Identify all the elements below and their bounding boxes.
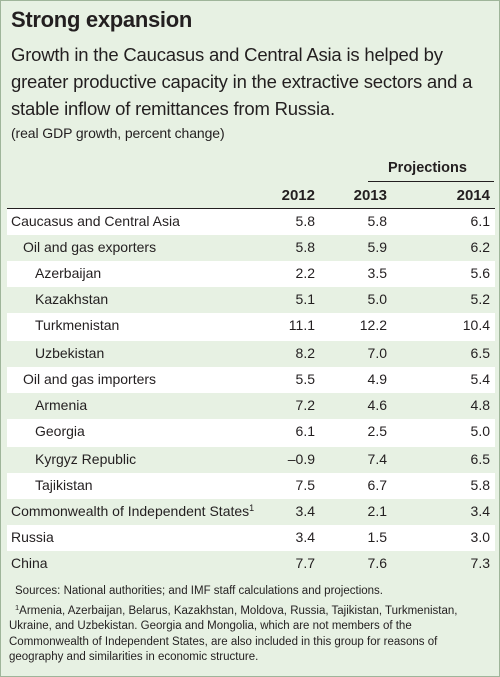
cell-2012: 3.4 [295, 503, 315, 519]
row-label: Kazakhstan [35, 291, 109, 307]
cell-2013: 12.2 [359, 317, 387, 333]
cell-2012: 7.7 [295, 555, 315, 571]
cell-2012: 8.2 [295, 345, 315, 361]
cell-2014: 4.8 [470, 397, 490, 413]
cell-2014: 7.3 [470, 555, 490, 571]
cell-2014: 10.4 [462, 317, 490, 333]
table-row: Oil and gas exporters 5.8 5.9 6.2 [7, 235, 495, 261]
cell-2012: 5.1 [295, 291, 315, 307]
table-row: Tajikistan 7.5 6.7 5.8 [7, 473, 495, 499]
cell-2014: 6.2 [470, 239, 490, 255]
row-label: Azerbaijan [35, 265, 102, 281]
row-label: Commonwealth of Independent States1 [11, 503, 254, 519]
cell-2014: 6.5 [470, 345, 490, 361]
cell-2014: 3.4 [470, 503, 490, 519]
footnote-marker: 1 [249, 503, 255, 513]
table-row: Azerbaijan 2.2 3.5 5.6 [7, 261, 495, 287]
cell-2013: 5.9 [367, 239, 387, 255]
footnote-line: Commonwealth of Independent States, are … [9, 635, 438, 648]
row-label: Tajikistan [35, 477, 93, 493]
row-label: Oil and gas exporters [23, 239, 157, 255]
cell-2012: 3.4 [295, 529, 315, 545]
row-label: Georgia [35, 423, 85, 439]
row-label: Armenia [35, 397, 88, 413]
unit-note: (real GDP growth, percent change) [11, 125, 225, 141]
source-notes: Sources: National authorities; and IMF s… [9, 584, 497, 666]
table-row: Commonwealth of Independent States1 3.4 … [7, 499, 495, 525]
cell-2013: 7.6 [367, 555, 387, 571]
exhibit-title: Strong expansion [11, 7, 192, 32]
sources-line: Sources: National authorities; and IMF s… [15, 585, 383, 597]
cell-2013: 7.0 [367, 345, 387, 361]
cell-2013: 4.6 [367, 397, 387, 413]
cell-2013: 5.8 [367, 213, 387, 229]
cell-2014: 6.5 [470, 451, 490, 467]
cell-2012: 11.1 [288, 317, 315, 333]
cell-2013: 6.7 [367, 477, 387, 493]
cell-2014: 5.8 [470, 477, 490, 493]
table-row: Russia 3.4 1.5 3.0 [7, 525, 495, 551]
table-row: Caucasus and Central Asia 5.8 5.8 6.1 [7, 209, 495, 235]
row-label: China [11, 555, 48, 571]
projections-underline [368, 181, 494, 182]
row-label: Uzbekistan [35, 345, 105, 361]
cell-2012: 5.8 [295, 213, 315, 229]
table-row: Oil and gas importers 5.5 4.9 5.4 [7, 367, 495, 393]
table-row: Armenia 7.2 4.6 4.8 [7, 393, 495, 419]
cell-2012: 2.2 [295, 265, 315, 281]
cell-2014: 5.4 [470, 371, 490, 387]
cell-2013: 4.9 [367, 371, 387, 387]
row-label: Kyrgyz Republic [35, 451, 137, 467]
cell-2012: 6.1 [295, 423, 315, 439]
cell-2013: 2.1 [367, 503, 387, 519]
cell-2012: 7.2 [295, 397, 315, 413]
footnote-line: geography and similarities in economic s… [9, 651, 259, 663]
cell-2014: 6.1 [470, 213, 490, 229]
row-label: Russia [11, 529, 54, 545]
cell-2012: –0.9 [287, 451, 315, 467]
table-row: Kazakhstan 5.1 5.0 5.2 [7, 287, 495, 313]
row-label: Turkmenistan [35, 317, 120, 333]
cell-2012: 7.5 [295, 477, 315, 493]
cell-2013: 3.5 [367, 265, 387, 281]
column-header-2012: 2012 [281, 187, 315, 204]
table-row: Georgia 6.1 2.5 5.0 [7, 419, 495, 447]
table-row: Kyrgyz Republic –0.9 7.4 6.5 [7, 447, 495, 473]
footnote-text: Armenia, Azerbaijan, Belarus, Kazakhstan… [19, 604, 458, 617]
cell-2014: 5.2 [470, 291, 490, 307]
exhibit-subtitle: Growth in the Caucasus and Central Asia … [11, 44, 473, 119]
cell-2014: 5.0 [470, 423, 490, 439]
row-label: Caucasus and Central Asia [11, 213, 180, 229]
cell-2014: 3.0 [470, 529, 490, 545]
cell-2013: 2.5 [367, 423, 387, 439]
footnote-line: Ukraine, and Uzbekistan. Georgia and Mon… [9, 620, 412, 632]
column-header-2013: 2013 [353, 187, 387, 204]
table-row: Uzbekistan 8.2 7.0 6.5 [7, 341, 495, 367]
column-header-2014: 2014 [456, 187, 490, 204]
cell-2014: 5.6 [470, 265, 490, 281]
row-label-text: Commonwealth of Independent States [11, 503, 250, 519]
table-row: Turkmenistan 11.1 12.2 10.4 [7, 313, 495, 341]
table-row: China 7.7 7.6 7.3 [7, 551, 495, 577]
cell-2012: 5.5 [295, 371, 315, 387]
growth-table: Caucasus and Central Asia 5.8 5.8 6.1 Oi… [7, 209, 495, 577]
projections-header: Projections [388, 160, 467, 176]
row-label: Oil and gas importers [23, 371, 157, 387]
footnote-line: 1Armenia, Azerbaijan, Belarus, Kazakhsta… [9, 600, 497, 620]
footnote-mark: 1 [15, 602, 20, 612]
cell-2013: 5.0 [367, 291, 387, 307]
cell-2013: 7.4 [367, 451, 387, 467]
header-rule [7, 208, 495, 209]
cell-2012: 5.8 [295, 239, 315, 255]
cell-2013: 1.5 [367, 529, 387, 545]
